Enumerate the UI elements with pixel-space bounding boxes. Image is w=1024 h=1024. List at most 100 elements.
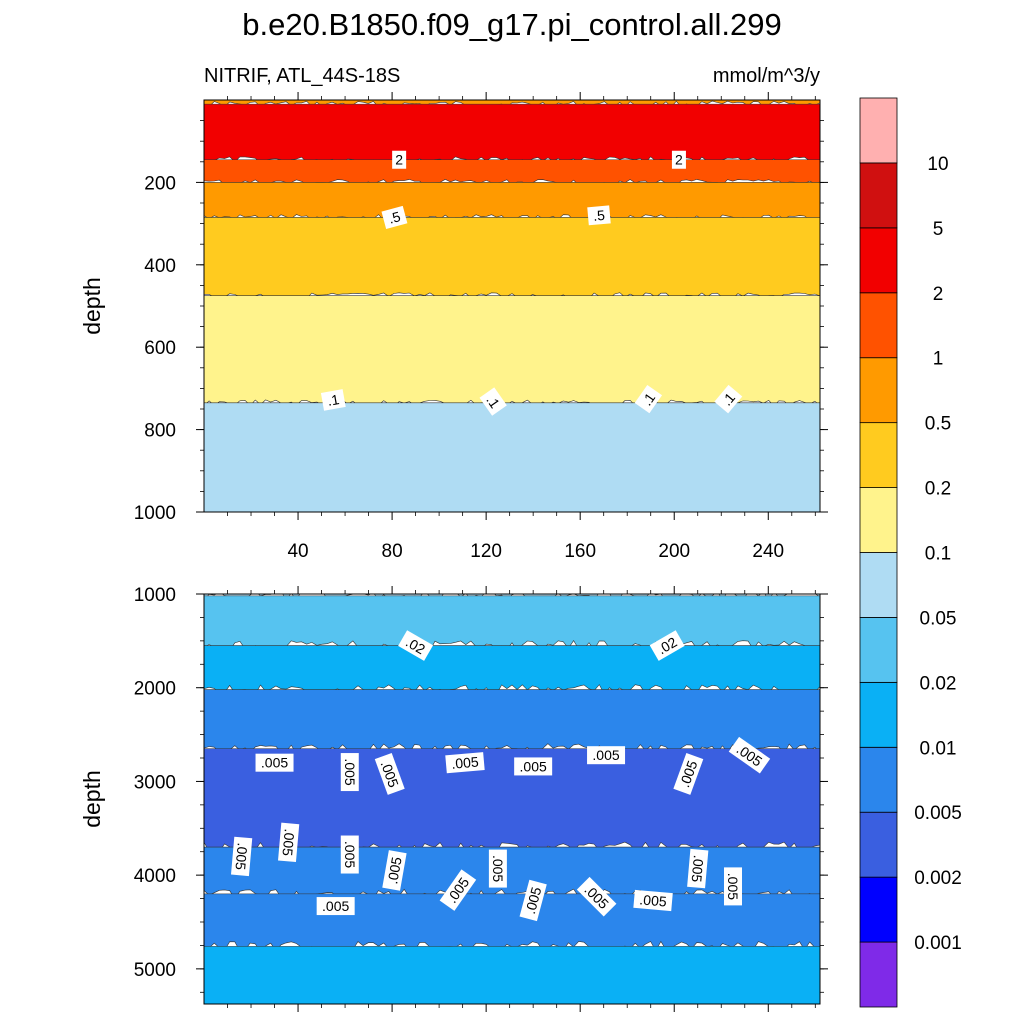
y-tick-label: 1000 bbox=[134, 503, 176, 524]
colorbar-level-label: 0.2 bbox=[925, 479, 951, 500]
contour-label-bg bbox=[398, 630, 434, 661]
colorbar-swatch bbox=[859, 552, 898, 618]
contour-label-text: 2 bbox=[395, 152, 403, 168]
colorbar-swatch bbox=[859, 292, 898, 359]
contour-label: .005 bbox=[488, 849, 507, 888]
contour-label: .1 bbox=[714, 384, 743, 414]
contour-band bbox=[204, 103, 820, 164]
colorbar-swatch bbox=[859, 422, 898, 488]
contour-label: .5 bbox=[587, 205, 611, 226]
colorbar-swatch bbox=[859, 97, 898, 164]
contour-label-text: .005 bbox=[689, 854, 707, 883]
contour-label: .005 bbox=[687, 848, 709, 889]
contour-band bbox=[204, 402, 820, 512]
contour-label: 2 bbox=[671, 150, 686, 169]
colorbar-swatch bbox=[859, 681, 898, 748]
contour-label-text: .005 bbox=[384, 855, 405, 885]
contour-label-text: .005 bbox=[451, 754, 480, 772]
contour-label-text: .005 bbox=[592, 747, 619, 763]
colorbar-swatch bbox=[859, 162, 898, 229]
contour-label: .005 bbox=[230, 836, 253, 877]
colorbar-swatch bbox=[859, 487, 898, 553]
colorbar-level-label: 0.01 bbox=[920, 738, 957, 759]
colorbar-swatch bbox=[859, 811, 898, 878]
contour-label-bg bbox=[439, 869, 477, 911]
contour-label-text: .005 bbox=[232, 842, 250, 871]
panel-subtitle-left: NITRIF, ATL_44S-18S bbox=[204, 65, 400, 87]
x-tick-label: 120 bbox=[470, 541, 502, 562]
contour-label-text: .5 bbox=[387, 208, 403, 227]
contour-label: .1 bbox=[320, 389, 346, 411]
lower-depth-panel: 1000 2000 3000 4000 5000 depth .02 .02 .005 .005.… bbox=[79, 585, 828, 1012]
contour-band bbox=[204, 946, 820, 1004]
contour-label: .005 bbox=[255, 753, 294, 772]
contour-label-text: .005 bbox=[261, 755, 288, 771]
contour-label: .005 bbox=[340, 753, 359, 792]
colorbar-level-label: 0.001 bbox=[914, 933, 962, 954]
contour-band bbox=[204, 159, 820, 186]
contour-label-text: .005 bbox=[725, 873, 741, 900]
contour-label-bg bbox=[587, 205, 611, 226]
colorbar-level-label: 1 bbox=[933, 349, 944, 370]
contour-label-text: .005 bbox=[342, 841, 358, 868]
contour-label: .005 bbox=[382, 850, 407, 891]
y-tick-label: 4000 bbox=[134, 866, 176, 887]
contour-label-text: .005 bbox=[279, 828, 297, 857]
colorbar-swatch bbox=[859, 746, 898, 813]
y-tick-label: 2000 bbox=[134, 679, 176, 700]
contour-label-bg bbox=[392, 150, 407, 169]
y-tick-label: 1000 bbox=[134, 585, 176, 606]
x-tick-label: 80 bbox=[382, 541, 403, 562]
contour-label-text: .5 bbox=[592, 207, 605, 224]
colorbar-swatch bbox=[859, 941, 898, 1008]
y-tick-label: 5000 bbox=[134, 960, 176, 981]
contour-band bbox=[204, 689, 820, 755]
y-axis-label: depth bbox=[79, 770, 105, 828]
contour-label-bg bbox=[316, 897, 355, 916]
x-tick-label: 160 bbox=[564, 541, 596, 562]
contour-label: 2 bbox=[392, 150, 407, 169]
contour-label-bg bbox=[488, 849, 507, 888]
contour-label-bg bbox=[634, 384, 663, 414]
contour-label-bg bbox=[671, 150, 686, 169]
contour-band bbox=[204, 100, 820, 108]
contour-label: .005 bbox=[445, 752, 485, 774]
contour-label: .005 bbox=[514, 757, 553, 776]
contour-label-bg bbox=[479, 387, 507, 416]
contour-label-text: 2 bbox=[675, 152, 683, 168]
contour-label-bg bbox=[514, 757, 553, 776]
contour-band bbox=[204, 645, 820, 695]
x-tick-label: 200 bbox=[658, 541, 690, 562]
colorbar-level-label: 0.005 bbox=[914, 803, 962, 824]
colorbar-level-label: 10 bbox=[927, 154, 948, 175]
contour-label: .5 bbox=[381, 205, 408, 229]
contour-label: .005 bbox=[316, 897, 355, 916]
contour-label-bg bbox=[381, 205, 408, 229]
colorbar-level-label: 0.5 bbox=[925, 414, 951, 435]
contour-label-bg bbox=[714, 384, 743, 414]
contour-band bbox=[204, 182, 820, 221]
colorbar-level-label: 0.002 bbox=[914, 868, 962, 889]
colorbar-swatch bbox=[859, 617, 898, 683]
contour-label: .005 bbox=[724, 867, 743, 906]
colorbar-level-label: 0.1 bbox=[925, 544, 951, 565]
plot-frame bbox=[203, 593, 821, 1005]
contour-label-text: .005 bbox=[342, 758, 358, 785]
y-axis-label: depth bbox=[79, 277, 105, 335]
contour-label: .02 bbox=[398, 630, 434, 661]
figure-title: b.e20.B1850.f09_g17.pi_control.all.299 bbox=[242, 7, 782, 42]
colorbar-swatch bbox=[859, 227, 898, 294]
contour-label-text: .005 bbox=[639, 891, 668, 909]
contour-label-text: .005 bbox=[520, 758, 547, 774]
contour-label-bg bbox=[340, 753, 359, 792]
contour-label-bg bbox=[687, 848, 709, 889]
contour-label: .005 bbox=[439, 869, 477, 911]
contour-band bbox=[204, 217, 820, 300]
contour-label: .005 bbox=[587, 746, 626, 765]
contour-label-bg bbox=[649, 630, 685, 661]
contour-label-bg bbox=[633, 889, 673, 912]
y-tick-label: 3000 bbox=[134, 772, 176, 793]
contour-label-bg bbox=[255, 753, 294, 772]
contour-label-bg bbox=[278, 822, 300, 863]
